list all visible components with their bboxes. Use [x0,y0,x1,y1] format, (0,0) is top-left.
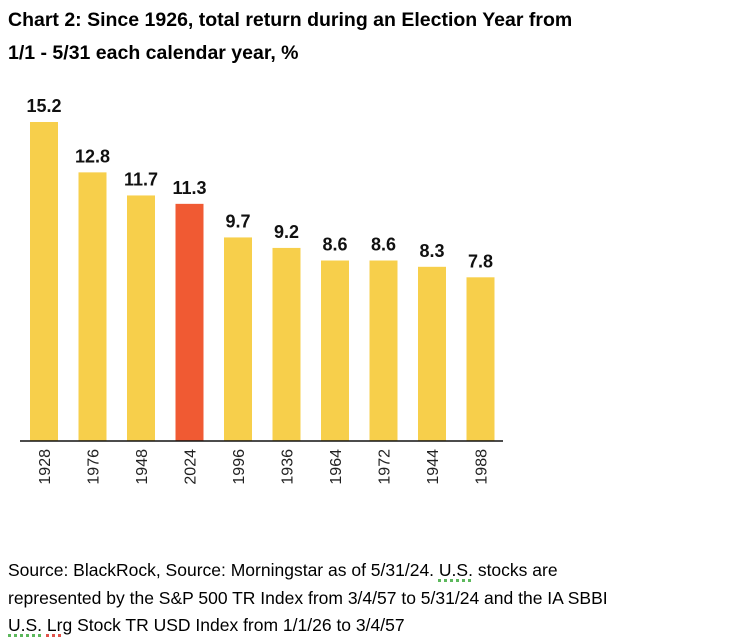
value-label-1988: 7.8 [468,251,493,271]
source-note: Source: BlackRock, Source: Morningstar a… [8,557,728,640]
chart-title-line-1: Chart 2: Since 1926, total return during… [8,9,573,31]
bar-1996 [224,237,252,441]
value-label-1964: 8.6 [322,235,347,255]
bar-1928 [30,122,58,441]
x-tick-label-1948: 1948 [134,449,151,485]
x-tick-label-1976: 1976 [86,449,103,485]
x-tick-label-1936: 1936 [280,449,297,485]
source-line-3: U.S. Lrg Stock TR USD Index from 1/1/26 … [8,615,405,635]
value-label-1928: 15.2 [26,96,61,116]
bar-chart: 15.2 1928 12.8 1976 11.7 1948 11.3 2024 9.7 1996 9… [20,96,503,485]
bar-2024 [175,203,204,441]
bar-1988 [466,277,495,441]
value-label-1976: 12.8 [75,146,110,166]
bar-1944 [418,266,446,441]
value-label-1944: 8.3 [419,241,444,261]
x-tick-label-2024: 2024 [183,449,200,485]
spell-flag-lrg: Lrg [46,615,73,635]
value-label-2024: 11.3 [172,178,206,198]
bar-1948 [127,195,155,441]
bar-1964 [321,260,349,441]
source-line-1: Source: BlackRock, Source: Morningstar a… [8,560,558,580]
x-tick-label-1996: 1996 [231,449,248,485]
value-label-1948: 11.7 [124,169,158,189]
spell-flag-us-2: U.S. [8,615,43,635]
chart-title-line-2: 1/1 - 5/31 each calendar year, % [8,42,299,64]
x-tick-label-1972: 1972 [377,449,394,485]
bar-1936 [272,247,301,441]
bar-1972 [369,260,398,441]
chart-title: Chart 2: Since 1926, total return during… [8,4,723,70]
source-line-2: represented by the S&P 500 TR Index from… [8,587,608,608]
x-tick-label-1964: 1964 [328,449,345,485]
x-tick-label-1944: 1944 [425,449,442,485]
value-label-1996: 9.7 [225,211,250,231]
value-label-1972: 8.6 [371,235,396,255]
value-label-1936: 9.2 [274,222,299,242]
spell-flag-us: U.S. [438,560,473,580]
x-tick-label-1928: 1928 [37,449,54,485]
bar-1976 [78,172,107,442]
x-tick-label-1988: 1988 [474,449,491,485]
